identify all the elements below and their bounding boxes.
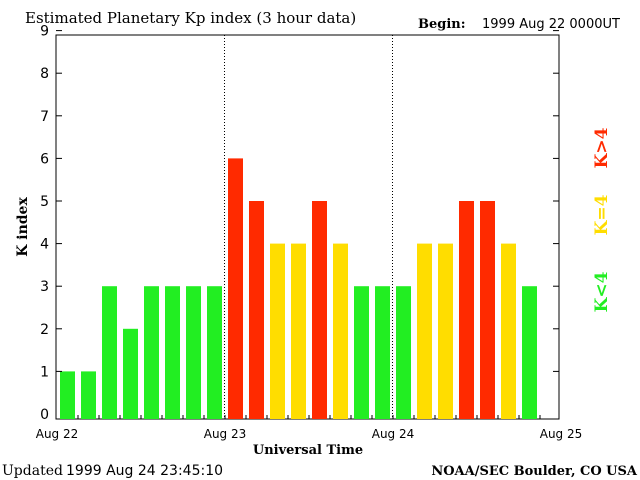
- x-tick-label: Aug 25: [540, 427, 583, 441]
- kp-bar: [438, 243, 453, 419]
- kp-bar: [396, 286, 411, 419]
- chart-title: Estimated Planetary Kp index (3 hour dat…: [25, 9, 356, 27]
- y-tick-label: 6: [40, 151, 49, 167]
- y-axis-ticks: 0 1 2 3 4 5 6 7 8 9: [40, 24, 559, 423]
- kp-bar: [459, 201, 474, 419]
- kp-bar: [312, 201, 327, 419]
- y-tick-label: 3: [40, 279, 49, 295]
- kp-bar: [249, 201, 264, 419]
- legend: K<4 K=4 K>4: [592, 127, 612, 312]
- y-tick-label: 5: [40, 194, 49, 210]
- y-axis-label: K index: [15, 197, 31, 257]
- kp-bar: [333, 243, 348, 419]
- kp-bar: [354, 286, 369, 419]
- x-axis-ticks: Aug 22 Aug 23 Aug 24 Aug 25: [36, 415, 583, 441]
- y-tick-label: 4: [40, 237, 49, 253]
- legend-item: K=4: [592, 194, 612, 235]
- y-tick-label: 9: [40, 24, 49, 40]
- source-credit: NOAA/SEC Boulder, CO USA: [431, 464, 638, 479]
- y-tick-label: 1: [40, 364, 49, 380]
- day-divider-lines: [224, 35, 393, 419]
- kp-bar: [186, 286, 201, 419]
- kp-bar: [501, 243, 516, 419]
- y-tick-label: 0: [40, 407, 49, 423]
- kp-bar: [291, 243, 306, 419]
- begin-label: Begin:: [418, 17, 466, 32]
- y-tick-label: 8: [40, 66, 49, 82]
- kp-bar: [144, 286, 159, 419]
- kp-bar: [228, 158, 243, 419]
- kp-bars: [60, 158, 537, 419]
- kp-bar: [522, 286, 537, 419]
- kp-bar: [81, 371, 96, 419]
- kp-bar: [270, 243, 285, 419]
- updated-timestamp: 1999 Aug 24 23:45:10: [66, 463, 223, 479]
- y-tick-label: 7: [40, 109, 49, 125]
- updated-label: Updated: [2, 463, 63, 479]
- y-tick-label: 2: [40, 322, 49, 338]
- kp-bar: [102, 286, 117, 419]
- x-tick-label: Aug 23: [204, 427, 247, 441]
- kp-bar: [207, 286, 222, 419]
- kp-bar: [60, 371, 75, 419]
- kp-bar: [165, 286, 180, 419]
- begin-value: 1999 Aug 22 0000UT: [482, 17, 620, 32]
- legend-item: K<4: [592, 271, 612, 312]
- legend-item: K>4: [592, 127, 612, 168]
- kp-bar: [375, 286, 390, 419]
- x-tick-label: Aug 24: [372, 427, 415, 441]
- kp-bar: [123, 328, 138, 419]
- x-axis-label: Universal Time: [253, 443, 363, 458]
- x-tick-label: Aug 22: [36, 427, 79, 441]
- kp-bar: [417, 243, 432, 419]
- kp-bar: [480, 201, 495, 419]
- plot-area-frame: [55, 34, 560, 420]
